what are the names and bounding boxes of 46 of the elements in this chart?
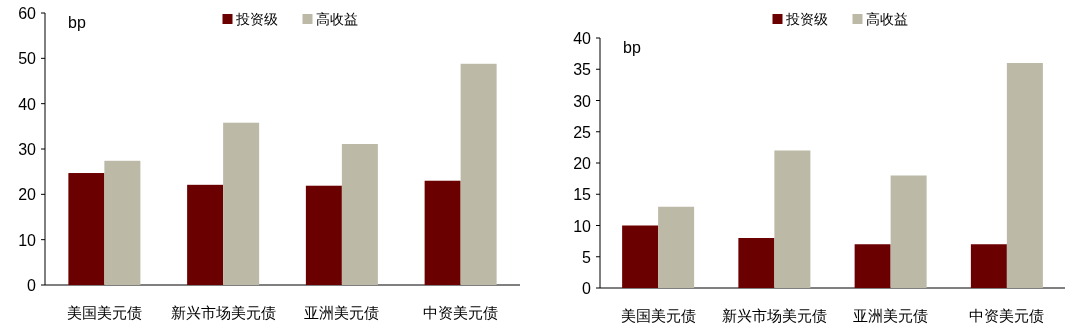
bar [774, 150, 811, 288]
y-tick-label: 20 [573, 155, 592, 172]
x-tick-label: 中资美元债 [969, 307, 1045, 324]
x-tick-label: 亚洲美元债 [304, 304, 380, 321]
x-tick-label: 美国美元债 [66, 304, 142, 321]
bar [104, 160, 141, 285]
bar [223, 122, 260, 285]
y-tick-label: 20 [18, 186, 37, 204]
bar [658, 206, 695, 288]
y-tick-label: 40 [573, 30, 592, 47]
y-tick-label: 0 [582, 280, 592, 297]
bar [890, 175, 927, 288]
y-tick-label: 30 [573, 92, 592, 110]
y-tick-label: 5 [582, 248, 592, 266]
y-tick-label: 10 [18, 231, 37, 249]
x-tick-label: 新兴市场美元债 [170, 304, 276, 321]
y-tick-label: 25 [573, 123, 592, 141]
bar [187, 184, 224, 285]
bar [424, 180, 461, 285]
legend-label: 高收益 [315, 11, 358, 27]
y-tick-label: 50 [18, 50, 37, 68]
y-tick-label: 60 [18, 5, 37, 22]
y-tick-label: 0 [27, 277, 37, 294]
legend-label: 投资级 [784, 11, 828, 27]
legend-label: 高收益 [865, 11, 908, 27]
bar [305, 185, 342, 285]
bar [460, 63, 497, 285]
bar [970, 244, 1007, 288]
y-tick-label: 10 [573, 217, 592, 235]
bar [854, 244, 891, 288]
bar [738, 238, 775, 288]
legend-label: 投资级 [234, 11, 278, 27]
x-tick-label: 美国美元债 [620, 307, 696, 324]
x-tick-label: 新兴市场美元债 [721, 307, 827, 324]
y-tick-label: 35 [573, 61, 592, 79]
bar [68, 173, 105, 285]
y-tick-label: 40 [18, 95, 37, 113]
bar [341, 144, 378, 285]
y-tick-label: 30 [18, 141, 37, 158]
y-axis-title: bp [623, 39, 641, 56]
x-tick-label: 亚洲美元债 [853, 307, 929, 324]
bar [622, 225, 659, 288]
x-tick-label: 中资美元债 [423, 304, 499, 321]
y-axis-title: bp [68, 14, 86, 31]
y-tick-label: 15 [573, 186, 592, 204]
bar [1006, 63, 1043, 288]
